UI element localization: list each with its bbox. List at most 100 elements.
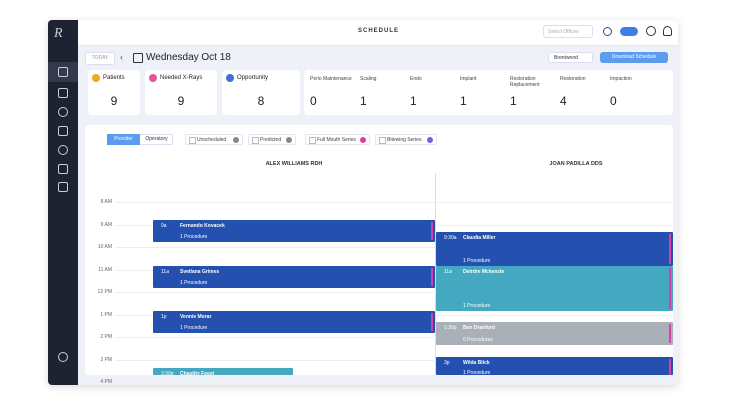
appointment-time: 1p <box>161 314 167 320</box>
help-icon[interactable] <box>646 26 656 36</box>
filter-badge <box>286 137 292 143</box>
stat-icon <box>226 74 234 82</box>
count-value: 4 <box>560 94 567 108</box>
stat-card: Needed X-Rays 9 <box>145 70 217 115</box>
appointment[interactable]: 9:30a Claudia Miller 1 Procedure <box>436 232 673 266</box>
count-label: Impaction <box>610 76 632 82</box>
logo: R <box>54 26 63 41</box>
nav-billing[interactable] <box>58 145 68 155</box>
nav-patients[interactable] <box>58 88 68 98</box>
office-dropdown[interactable]: Brentwood <box>548 52 593 63</box>
stat-label: Patients <box>103 75 125 81</box>
appointment-status <box>431 313 433 331</box>
stat-value: 9 <box>110 94 118 108</box>
appointment-detail: 0 Procedures <box>463 337 493 343</box>
download-button[interactable]: Download Schedule <box>600 52 668 63</box>
appointment-detail: 1 Procedure <box>463 258 491 264</box>
next-arrow[interactable]: › <box>228 52 231 62</box>
count-label: Endo <box>410 76 422 82</box>
appointment[interactable]: 11a Svetlana Grimes 1 Procedure <box>153 266 435 288</box>
appointment-status <box>431 268 433 286</box>
stat-card: Opportunity 8 <box>222 70 300 115</box>
view-tab[interactable]: Operatory <box>145 136 168 142</box>
appointment-status <box>669 359 671 375</box>
appointment-name: Fernando Kovacek <box>180 223 225 229</box>
appointment-time: 11a <box>444 269 452 275</box>
time-label: 8 AM <box>100 199 112 205</box>
filter-label: Predicted <box>260 137 282 143</box>
prev-arrow[interactable]: ‹ <box>120 52 123 62</box>
count-label: Scaling <box>360 76 377 82</box>
hour-line <box>115 359 673 361</box>
page-title: SCHEDULE <box>358 28 400 34</box>
appointment-time: 3p <box>444 360 450 366</box>
schedule-panel: Provider Operatory Unscheduled Predicted Ful… <box>85 125 673 385</box>
filter-checkbox <box>252 137 259 144</box>
user-icon[interactable] <box>663 26 672 36</box>
nav-reports[interactable] <box>58 107 68 117</box>
appointment[interactable]: 3p Wilda Blick 1 Procedure <box>436 357 673 375</box>
appointment-name: Ben Dranford <box>463 325 495 331</box>
filter-label: Full Mouth Series <box>317 137 356 143</box>
office-search[interactable]: Select Offices <box>543 25 593 38</box>
today-button[interactable]: TODAY <box>85 52 115 65</box>
hour-line <box>115 247 673 248</box>
view-tab[interactable]: Provider <box>107 134 140 145</box>
count-value: 1 <box>410 94 417 108</box>
time-label: 2 PM <box>100 334 112 340</box>
search-icon[interactable] <box>603 27 612 36</box>
nav-logout[interactable] <box>58 352 68 362</box>
appointment-time: 3:30p <box>161 371 174 375</box>
count-value: 1 <box>510 94 517 108</box>
hour-line <box>115 292 673 293</box>
nav-calendar[interactable] <box>58 67 68 77</box>
nav-phone[interactable] <box>58 164 68 174</box>
count-value: 0 <box>610 94 617 108</box>
provider-header: ALEX WILLIAMS RDH <box>265 161 323 167</box>
filter-badge <box>427 137 433 143</box>
appointment-time: 9a <box>161 223 167 229</box>
stat-icon <box>92 74 100 82</box>
time-label: 10 AM <box>97 244 112 250</box>
filter-option[interactable]: Unscheduled <box>185 134 243 145</box>
time-label: 1 PM <box>100 311 112 318</box>
top-bar: SCHEDULE Select Offices <box>78 20 678 46</box>
date-label: Wednesday Oct 18 <box>146 52 231 63</box>
appointment-time: 1:30p <box>444 325 457 331</box>
time-label: 11 AM <box>98 266 112 273</box>
count-value: 1 <box>460 94 467 108</box>
time-label: 12 PM <box>97 289 112 295</box>
filter-option[interactable]: Bitewing Series <box>375 134 437 145</box>
appointment-name: Svetlana Grimes <box>180 269 220 275</box>
appointment[interactable]: 1:30p Ben Dranford 0 Procedures <box>436 322 673 345</box>
stat-value: 9 <box>177 94 185 108</box>
time-label: 3 PM <box>100 356 112 363</box>
nav-team[interactable] <box>58 126 68 136</box>
filter-checkbox <box>309 137 316 144</box>
appointment-detail: 1 Procedure <box>180 280 208 286</box>
appointment-name: Vennie Morar <box>180 314 212 320</box>
hour-line <box>115 337 673 338</box>
appointment[interactable]: 11a Deirdre Mckenzie 1 Procedure <box>436 266 673 311</box>
appointment-status <box>669 234 671 264</box>
appointment[interactable]: 1p Vennie Morar 1 Procedure <box>153 311 435 333</box>
count-label: Restoration <box>560 76 586 82</box>
appointment-name: Deirdre Mckenzie <box>463 269 505 275</box>
toggle[interactable] <box>620 27 638 36</box>
counts-card: Perio Maintenance 0 Scaling 1 Endo 1 Implant 1 R… <box>304 70 673 115</box>
filter-option[interactable]: Predicted <box>248 134 296 145</box>
filter-badge <box>360 137 366 143</box>
hour-line <box>115 202 673 203</box>
appointment[interactable]: 9a Fernando Kovacek 1 Procedure <box>153 220 435 242</box>
nav-analytics[interactable] <box>58 182 68 192</box>
stat-label: Needed X-Rays <box>160 75 203 81</box>
filter-checkbox <box>379 137 386 144</box>
appointment-name: Chastity Feest <box>180 371 215 375</box>
time-label: 4 PM <box>100 379 112 385</box>
stat-icon <box>149 74 157 82</box>
appointment-detail: 1 Procedure <box>180 325 208 331</box>
filter-option[interactable]: Full Mouth Series <box>305 134 370 145</box>
time-label: 9 AM <box>100 221 112 228</box>
count-label: Implant <box>460 76 477 82</box>
